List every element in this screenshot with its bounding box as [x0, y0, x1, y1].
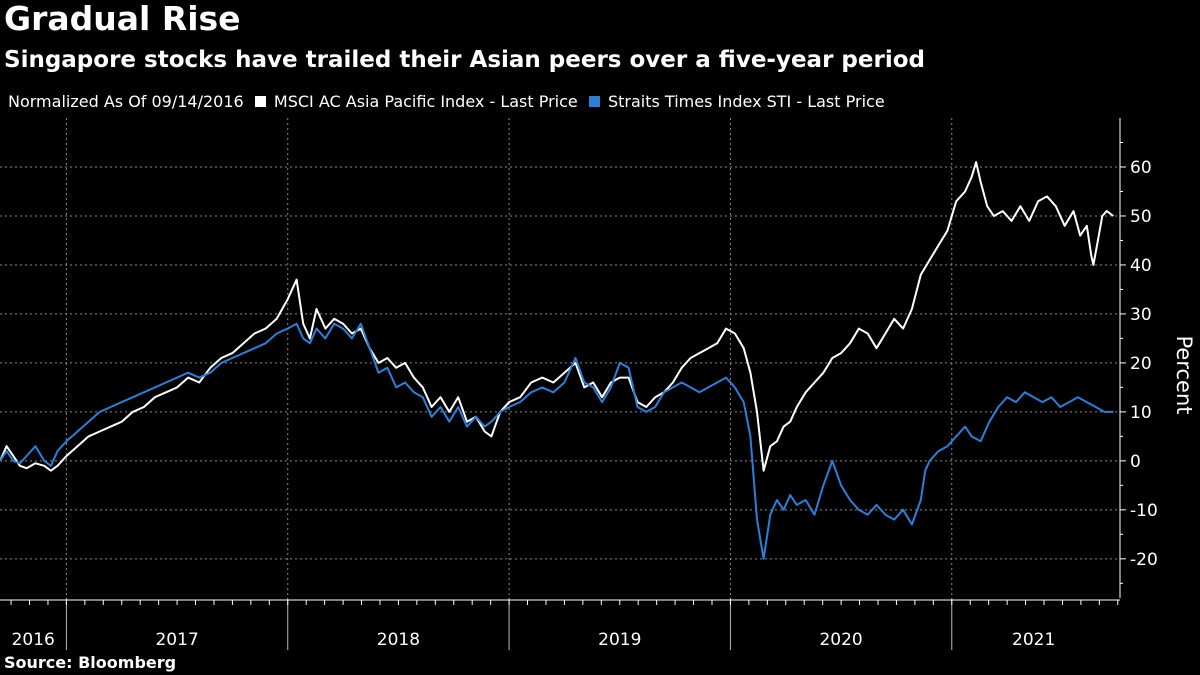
legend-swatch-sti [588, 96, 600, 107]
source-note: Source: Bloomberg [4, 653, 177, 672]
x-tick-label: 2018 [377, 630, 420, 650]
y-axis: -20 -10 0 10 20 30 40 50 60 [1119, 118, 1158, 598]
y-tick-label: 50 [1130, 207, 1152, 227]
series-line-msci [0, 161, 1114, 472]
x-tick-label: 2021 [1012, 630, 1055, 650]
y-tick-label: 20 [1130, 354, 1152, 374]
y-tick-label: 60 [1130, 158, 1152, 178]
legend-note: Normalized As Of 09/14/2016 [8, 91, 244, 111]
y-tick-label: 0 [1130, 452, 1141, 472]
y-axis-label: Percent [1172, 335, 1196, 414]
x-tick-label: 2017 [155, 630, 198, 650]
y-tick-label: 40 [1130, 256, 1152, 276]
series-lines [0, 161, 1114, 560]
x-tick-label: 2019 [598, 630, 641, 650]
x-tick-label: 2020 [819, 630, 862, 650]
y-tick-label: -20 [1130, 550, 1158, 570]
legend-swatch-msci [254, 96, 266, 107]
y-tick-label: 30 [1130, 305, 1152, 325]
series-line-sti [0, 322, 1114, 560]
chart-subtitle: Singapore stocks have trailed their Asia… [4, 47, 925, 73]
legend: Normalized As Of 09/14/2016 MSCI AC Asia… [8, 90, 885, 113]
legend-label-sti: Straits Times Index STI - Last Price [607, 91, 885, 111]
legend-label-msci: MSCI AC Asia Pacific Index - Last Price [273, 91, 578, 111]
y-tick-label: 10 [1130, 403, 1152, 423]
chart-title: Gradual Rise [4, 0, 241, 38]
x-tick-label: 2016 [12, 630, 55, 650]
y-tick-label: -10 [1130, 501, 1158, 521]
grid-lines [0, 118, 1120, 598]
x-axis: 2016 2017 2018 2019 2020 2021 [0, 598, 1120, 650]
